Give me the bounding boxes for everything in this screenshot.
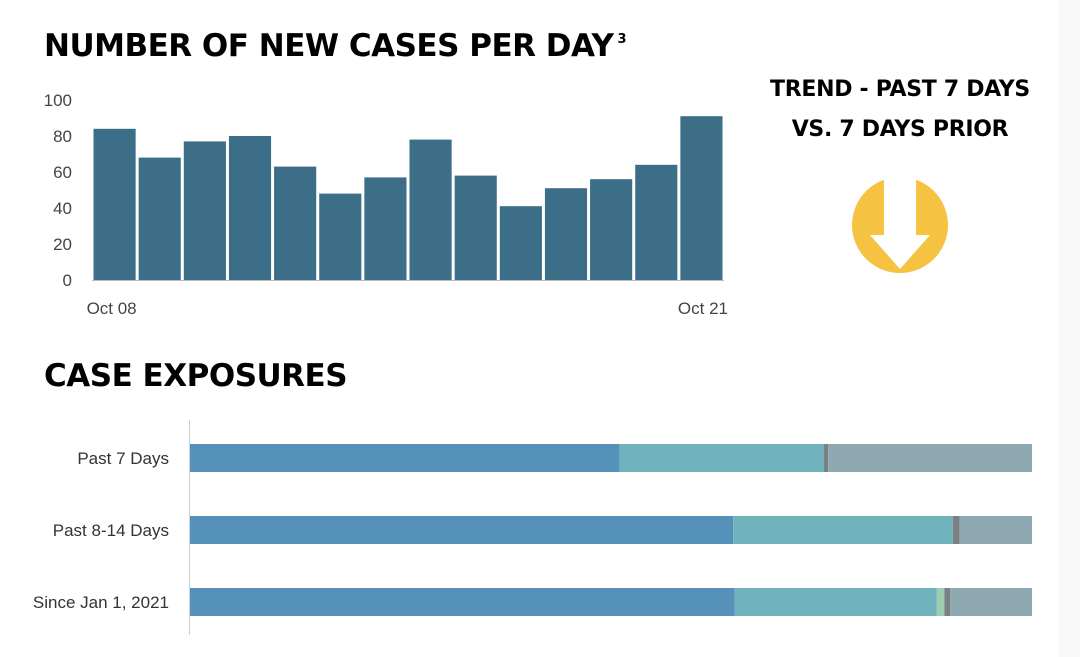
new-cases-bar-chart: 0 20 40 60 80 100 Oct 08 Oct 21 <box>44 91 728 318</box>
category-label: Past 7 Days <box>77 449 169 468</box>
x-tick-label: Oct 08 <box>87 299 137 318</box>
exposure-segment <box>190 516 734 544</box>
cases-title-text: NUMBER OF NEW CASES PER DAY <box>44 28 614 64</box>
y-tick-label: 80 <box>53 127 72 146</box>
case-bar <box>409 139 452 280</box>
case-bar <box>454 175 497 280</box>
exposure-segment <box>828 444 1032 472</box>
case-bar <box>183 141 226 280</box>
trend-title: TREND - PAST 7 DAYS VS. 7 DAYS PRIOR <box>745 70 1055 150</box>
footnote-marker: 3 <box>617 32 627 47</box>
page-edge <box>1058 0 1080 657</box>
case-bar <box>680 116 723 280</box>
trend-title-line2: VS. 7 DAYS PRIOR <box>791 117 1009 142</box>
exposure-segment <box>733 516 953 544</box>
exposure-segment <box>619 444 825 472</box>
case-bar <box>228 136 272 280</box>
cases-chart-title: NUMBER OF NEW CASES PER DAY 3 <box>44 28 627 64</box>
category-label: Past 8-14 Days <box>53 521 169 540</box>
trend-arrow <box>870 177 930 269</box>
case-bar <box>635 164 678 280</box>
category-label: Since Jan 1, 2021 <box>33 593 169 612</box>
y-tick-label: 100 <box>44 91 72 110</box>
exposure-segment <box>824 444 829 472</box>
exposure-segment <box>952 516 960 544</box>
exposure-segment <box>944 588 951 616</box>
case-bar <box>319 193 362 280</box>
case-bar <box>499 206 542 280</box>
case-bar <box>590 179 633 280</box>
down-arrow-circle-icon <box>852 177 948 273</box>
exposure-segment <box>734 588 937 616</box>
case-exposures-chart: Past 7 Days Past 8-14 Days Since Jan 1, 20… <box>33 420 1032 635</box>
case-bar <box>138 157 181 280</box>
trend-title-line1: TREND - PAST 7 DAYS <box>770 77 1030 102</box>
exposures-chart-title: CASE EXPOSURES <box>44 358 348 394</box>
case-bar <box>544 188 588 280</box>
exposure-segment <box>959 516 1032 544</box>
x-tick-label: Oct 21 <box>678 299 728 318</box>
exposure-segment <box>190 588 735 616</box>
y-tick-label: 60 <box>53 163 72 182</box>
exposure-segment <box>936 588 945 616</box>
y-tick-label: 40 <box>53 199 72 218</box>
y-tick-label: 0 <box>63 271 72 290</box>
exposure-segment <box>950 588 1032 616</box>
case-bar <box>274 166 317 280</box>
y-tick-label: 20 <box>53 235 72 254</box>
exposure-segment <box>190 444 620 472</box>
case-bar <box>93 128 136 280</box>
case-bar <box>364 177 407 280</box>
